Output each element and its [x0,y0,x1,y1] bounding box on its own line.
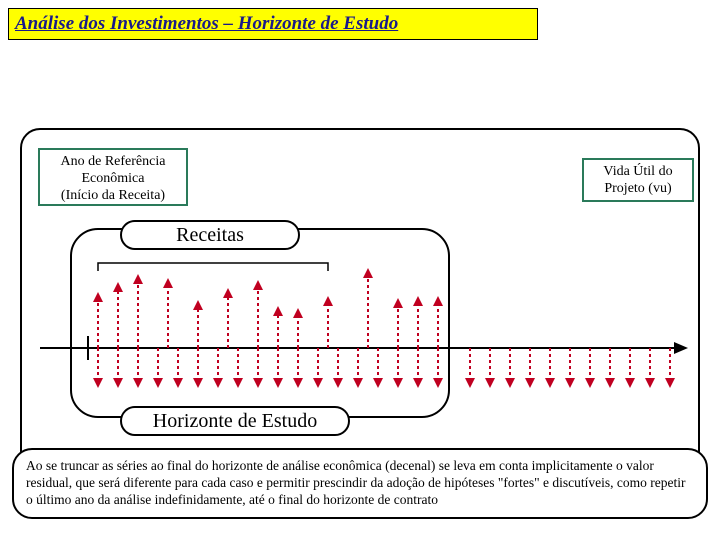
receitas-label: Receitas [120,220,300,250]
horizonte-text: Horizonte de Estudo [153,410,317,432]
title-bar: Análise dos Investimentos – Horizonte de… [8,8,538,40]
footer-text: Ao se truncar as séries ao final do hori… [26,458,686,507]
receitas-text: Receitas [176,224,244,246]
page-title: Análise dos Investimentos – Horizonte de… [15,13,398,35]
footer-note: Ao se truncar as séries ao final do hori… [12,448,708,519]
inner-outline [70,228,450,418]
vida-util-box: Vida Útil doProjeto (vu) [582,158,694,202]
horizonte-label: Horizonte de Estudo [120,406,350,436]
ref-year-box: Ano de ReferênciaEconômica(Início da Rec… [38,148,188,206]
